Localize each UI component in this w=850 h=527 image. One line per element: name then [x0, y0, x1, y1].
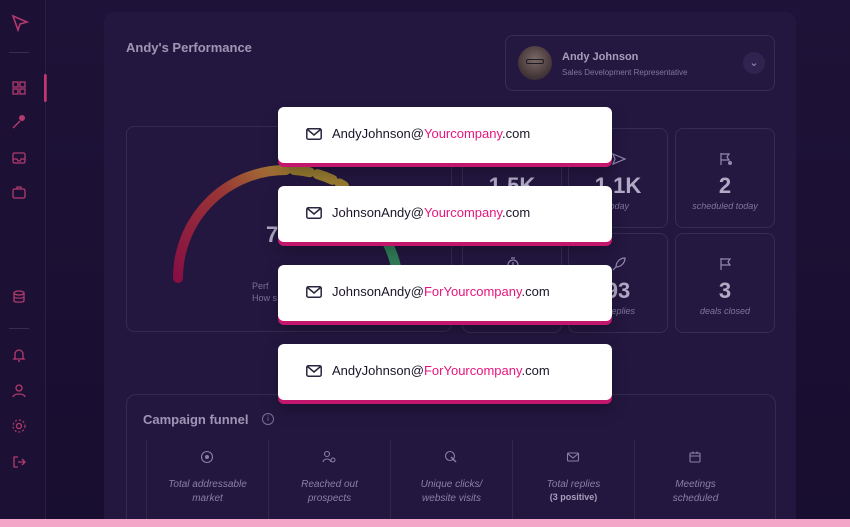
email-suggestion-card[interactable]: AndyJohnson@Yourcompany.com	[278, 107, 612, 163]
funnel-title: Campaign funnel	[143, 412, 249, 427]
dim-overlay	[46, 0, 850, 527]
funnel-stage-label: Meetings scheduled	[635, 478, 756, 506]
funnel-stage: Unique clicks/ website visits	[390, 440, 512, 520]
metric-label: e replies	[600, 306, 636, 316]
email-user: AndyJohnson@	[332, 126, 424, 141]
funnel-stage: Reached out prospects	[268, 440, 390, 520]
mail-icon	[306, 206, 322, 219]
bell-icon[interactable]	[11, 347, 27, 363]
funnel-stage-label: Unique clicks/ website visits	[391, 478, 512, 506]
user-role: Sales Development Representative	[562, 68, 688, 77]
funnel-stage-label-line: prospects	[307, 493, 352, 504]
rocket-icon	[611, 256, 627, 272]
funnel-stage: Meetings scheduled	[634, 440, 756, 520]
click-icon	[444, 450, 458, 464]
email-domain: Yourcompany	[423, 205, 503, 220]
mail-icon	[306, 127, 322, 140]
email-suggestion-card[interactable]: JohnsonAndy@ForYourcompany.com	[278, 265, 612, 321]
chevron-down-icon[interactable]: ⌄	[743, 52, 765, 74]
mail-icon	[306, 285, 322, 298]
funnel-stage-label: Reached out prospects	[269, 478, 390, 506]
database-icon[interactable]	[11, 289, 27, 305]
funnel-stage: Total replies (3 positive)	[512, 440, 634, 520]
gauge-caption-line: Perf	[252, 281, 269, 291]
funnel-stage: Total addressable market	[146, 440, 268, 520]
metric-label: deals closed	[699, 306, 751, 316]
metric-value: 3	[718, 278, 732, 303]
avatar-glasses	[526, 59, 544, 64]
email-address: AndyJohnson@ForYourcompany.com	[332, 363, 550, 378]
funnel-stage-label-line: market	[192, 493, 223, 504]
funnel-stage-label-line: website visits	[422, 493, 481, 504]
page-title: Andy's Performance	[126, 40, 252, 55]
funnel-stage-label-line: Unique clicks/	[420, 479, 483, 490]
user-icon[interactable]	[11, 383, 27, 399]
funnel-stage-sub: (3 positive)	[549, 492, 598, 502]
metric-label: scheduled today	[692, 201, 758, 211]
user-name: Andy Johnson	[562, 51, 639, 63]
sidebar	[0, 0, 47, 527]
email-address: JohnsonAndy@ForYourcompany.com	[332, 284, 550, 299]
briefcase-icon[interactable]	[11, 184, 27, 200]
email-address: JohnsonAndy@Yourcompany.com	[332, 205, 530, 220]
email-user: JohnsonAndy@	[332, 284, 424, 299]
funnel-stage-label-line: Meetings	[675, 479, 716, 490]
calendar-icon	[718, 151, 734, 167]
funnel-stage-label: Total replies	[513, 478, 634, 492]
dashboard-grid-icon[interactable]	[11, 80, 27, 96]
logo-arrow-icon[interactable]	[11, 14, 30, 33]
funnel-stage-label-line: scheduled	[672, 493, 719, 504]
mail-icon	[306, 364, 322, 377]
settings-icon[interactable]	[11, 418, 27, 434]
email-domain: ForYourcompany	[423, 284, 522, 299]
metric-card: 2 scheduled today	[675, 128, 775, 228]
gauge-value: 7	[266, 222, 279, 247]
email-domain: ForYourcompany	[423, 363, 522, 378]
metric-card: 3 deals closed	[675, 233, 775, 333]
send-icon	[611, 151, 627, 167]
users-icon	[322, 450, 336, 464]
email-suggestion-card[interactable]: AndyJohnson@ForYourcompany.com	[278, 344, 612, 400]
bottom-edge	[0, 519, 850, 527]
gauge-caption: Perf How s	[252, 280, 277, 304]
gauge-caption-line: How s	[252, 293, 278, 303]
funnel-stage-label-line: Reached out	[301, 479, 358, 490]
email-tld: .com	[521, 363, 550, 378]
metric-value: 2	[718, 173, 732, 198]
inbox-icon[interactable]	[11, 150, 27, 166]
logout-icon[interactable]	[11, 454, 27, 470]
funnel-stage-label-line: Total replies	[546, 479, 601, 490]
email-user: AndyJohnson@	[332, 363, 424, 378]
email-address: AndyJohnson@Yourcompany.com	[332, 126, 530, 141]
avatar	[518, 46, 552, 80]
email-user: JohnsonAndy@	[332, 205, 424, 220]
sidebar-active-indicator	[44, 74, 47, 102]
email-domain: Yourcompany	[423, 126, 503, 141]
flag-icon	[718, 256, 734, 272]
metric-label: today	[606, 201, 630, 211]
info-icon[interactable]: i	[262, 413, 274, 425]
sidebar-divider	[9, 328, 29, 329]
email-tld: .com	[502, 126, 531, 141]
target-icon	[200, 450, 214, 464]
calendar-icon	[688, 450, 702, 464]
mail-icon	[566, 450, 580, 464]
email-tld: .com	[502, 205, 531, 220]
campaign-icon[interactable]	[11, 114, 27, 130]
user-selector[interactable]: Andy Johnson Sales Development Represent…	[505, 35, 775, 91]
email-suggestion-card[interactable]: JohnsonAndy@Yourcompany.com	[278, 186, 612, 242]
sidebar-divider	[9, 52, 29, 53]
funnel-stage-label: Total addressable market	[147, 478, 268, 506]
funnel-stage-label-line: Total addressable	[168, 479, 247, 490]
email-tld: .com	[521, 284, 550, 299]
